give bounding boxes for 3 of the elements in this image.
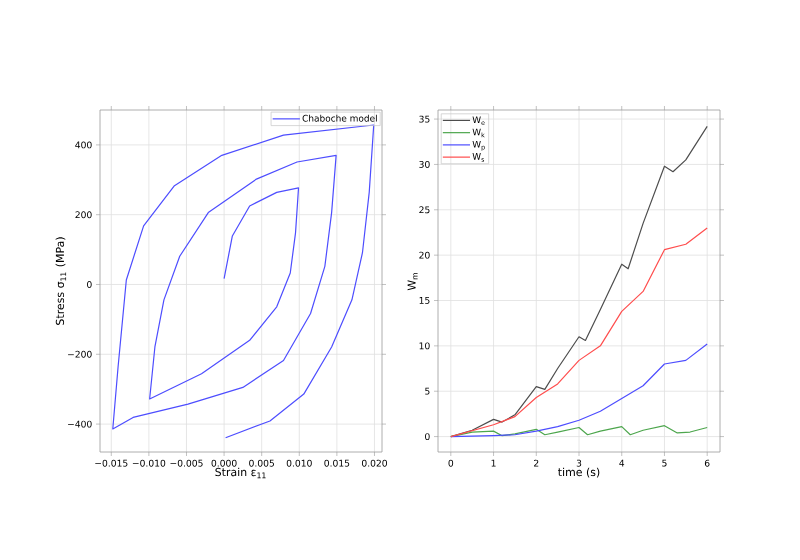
- line-series: [112, 124, 375, 439]
- line-series: [450, 227, 708, 438]
- line-series: [450, 343, 708, 438]
